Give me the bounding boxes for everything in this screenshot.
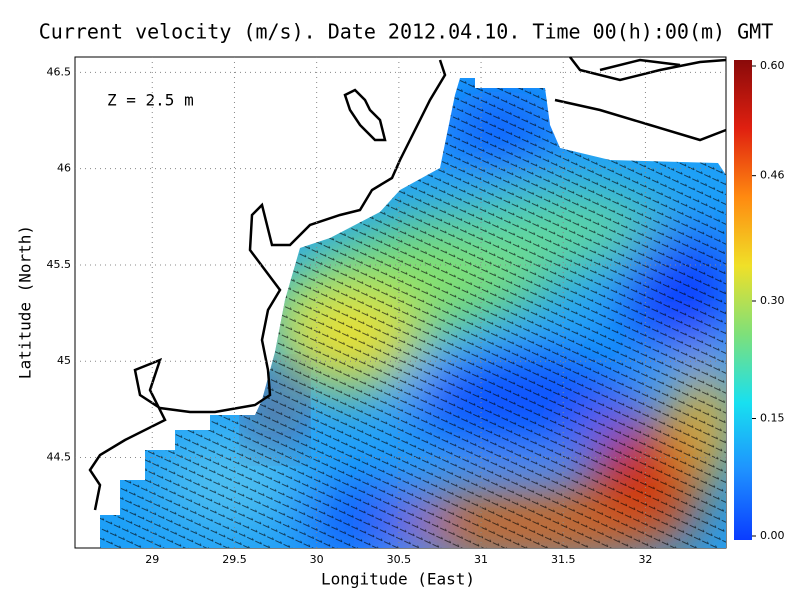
x-tick-label: 29.5	[222, 553, 247, 566]
chart-title: Current velocity (m/s). Date 2012.04.10.…	[39, 20, 774, 44]
colorbar-tick-label: 0.60	[760, 59, 785, 72]
x-tick-label: 30.5	[387, 553, 412, 566]
colorbar	[734, 60, 752, 540]
colorbar-tick-label: 0.46	[760, 169, 785, 182]
x-axis-label: Longitude (East)	[321, 570, 475, 589]
colorbar-tick-label: 0.00	[760, 529, 785, 542]
y-tick-label: 45.5	[47, 258, 72, 271]
y-tick-label: 46	[57, 162, 71, 175]
x-tick-label: 32	[638, 553, 652, 566]
colorbar-tick-label: 0.30	[760, 294, 785, 307]
colorbar-tick-label: 0.15	[760, 412, 785, 425]
y-tick-label: 44.5	[47, 451, 72, 464]
x-tick-label: 31	[474, 553, 488, 566]
y-tick-label: 45	[57, 354, 71, 367]
x-tick-label: 29	[145, 553, 159, 566]
coastline	[88, 56, 727, 511]
y-axis-label: Latitude (North)	[16, 225, 35, 379]
x-tick-label: 30	[310, 553, 324, 566]
y-tick-label: 46.5	[47, 65, 72, 78]
annotation: Z = 2.5 m	[107, 91, 194, 110]
x-tick-label: 31.5	[551, 553, 576, 566]
